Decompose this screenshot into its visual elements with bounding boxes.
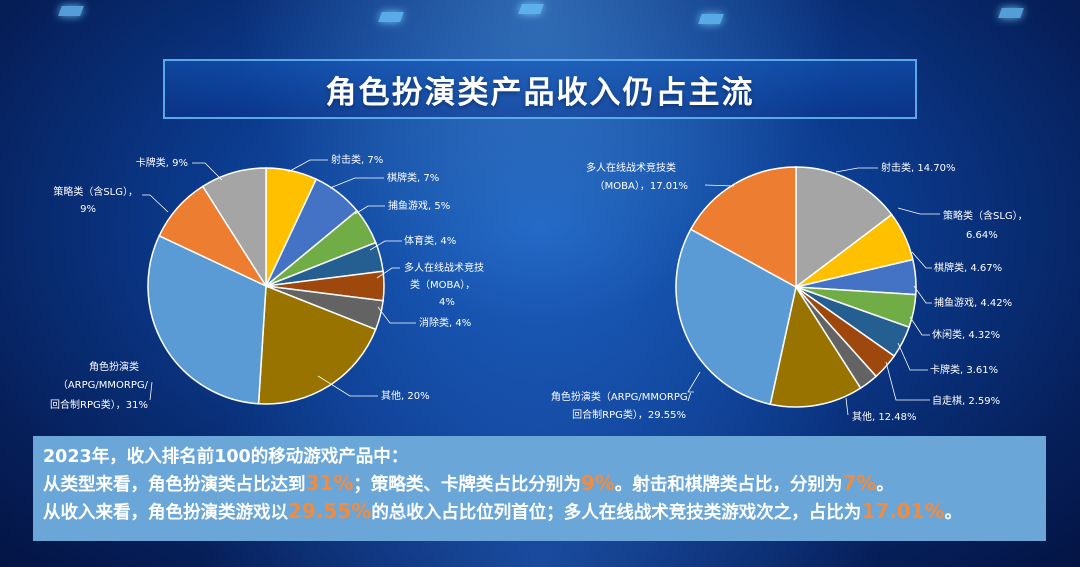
label-r-board: 棋牌类, 4.67%	[934, 261, 1002, 274]
highlight-value: 31%	[305, 471, 354, 495]
pie-slice	[257, 284, 377, 405]
label-r-rpg-line2: 回合制RPG类），29.55%	[572, 408, 686, 421]
leader-lines-right	[687, 167, 940, 416]
label-r-card: 卡牌类, 3.61%	[930, 363, 998, 376]
summary-text: 。	[876, 475, 894, 495]
pie-slice	[201, 167, 267, 289]
leader-lines-left	[142, 159, 416, 401]
highlight-value: 7%	[842, 471, 877, 495]
summary-text: 2023年，收入排名前100的移动游戏产品中：	[43, 447, 409, 467]
summary-box: 2023年，收入排名前100的移动游戏产品中： 从类型来看，角色扮演类占比达到3…	[33, 436, 1046, 541]
label-r-fishing: 捕鱼游戏, 4.42%	[934, 296, 1012, 309]
label-r-moba-line2: （MOBA），17.01%	[595, 180, 688, 192]
label-rpg-line3: 回合制RPG类），31%	[50, 398, 148, 411]
label-board: 棋牌类, 7%	[387, 171, 439, 184]
summary-line-1: 2023年，收入排名前100的移动游戏产品中：	[43, 444, 1036, 470]
label-elimination: 消除类, 4%	[419, 316, 471, 329]
summary-line-3: 从收入来看，角色扮演类游戏以29.55%的总收入占比位列首位；多人在线战术竞技类…	[43, 498, 1036, 526]
label-other: 其他, 20%	[381, 389, 430, 402]
labels-right: 射击类, 14.70% 策略类（含SLG）， 6.64% 棋牌类, 4.67% …	[551, 161, 1028, 423]
pie-chart-revenue	[675, 166, 917, 408]
pie-slice	[795, 166, 893, 289]
summary-text: 从类型来看，角色扮演类占比达到	[43, 475, 306, 495]
summary-text: 。射击和棋牌类占比，分别为	[614, 475, 843, 495]
label-sports: 体育类, 4%	[404, 234, 456, 247]
label-strategy-line2: 9%	[80, 204, 96, 215]
highlight-value: 29.55%	[288, 499, 372, 523]
summary-line-2: 从类型来看，角色扮演类占比达到31%；策略类、卡牌类占比分别为9%。射击和棋牌类…	[43, 470, 1036, 498]
pie-slice	[689, 166, 797, 289]
label-moba-line1: 多人在线战术竞技	[404, 261, 484, 274]
pie-slice	[147, 234, 267, 405]
pie-slice	[675, 228, 797, 406]
label-r-casual: 休闲类, 4.32%	[932, 328, 1000, 341]
label-r-other: 其他, 12.48%	[852, 410, 917, 423]
labels-left: 射击类, 7% 棋牌类, 7% 捕鱼游戏, 5% 体育类, 4% 多人在线战术竞…	[50, 153, 484, 411]
label-moba-line3: 4%	[439, 297, 455, 308]
label-r-autochess: 自走棋, 2.59%	[932, 394, 1000, 407]
highlight-value: 9%	[580, 471, 615, 495]
label-r-strategy-line2: 6.64%	[966, 230, 998, 241]
pie-slice	[769, 285, 862, 408]
label-rpg-line2: （ARPG/MMORPG/	[58, 379, 149, 391]
label-r-rpg-line1: 角色扮演类（ARPG/MMORPG/	[551, 390, 692, 403]
title-banner: 角色扮演类产品收入仍占主流	[163, 59, 917, 119]
pie-chart-product-count	[147, 167, 385, 405]
label-card: 卡牌类, 9%	[136, 156, 188, 169]
label-r-shooting: 射击类, 14.70%	[881, 161, 956, 174]
label-r-moba-line1: 多人在线战术竞技类	[586, 161, 676, 174]
summary-text: 。	[944, 503, 963, 523]
label-rpg-line1: 角色扮演类	[89, 360, 139, 373]
label-fishing: 捕鱼游戏, 5%	[388, 199, 450, 212]
label-strategy-line1: 策略类（含SLG），	[53, 185, 138, 198]
label-moba-line2: 类（MOBA），	[410, 278, 475, 291]
highlight-value: 17.01%	[861, 499, 945, 523]
summary-text: 的总收入占比位列首位；多人在线战术竞技类游戏次之，占比为	[371, 503, 862, 523]
page-title: 角色扮演类产品收入仍占主流	[325, 74, 755, 111]
summary-text: ；策略类、卡牌类占比分别为	[353, 475, 581, 495]
summary-text: 从收入来看，角色扮演类游戏以	[43, 503, 288, 523]
label-shooting: 射击类, 7%	[331, 153, 383, 166]
label-r-strategy-line1: 策略类（含SLG），	[943, 209, 1028, 222]
